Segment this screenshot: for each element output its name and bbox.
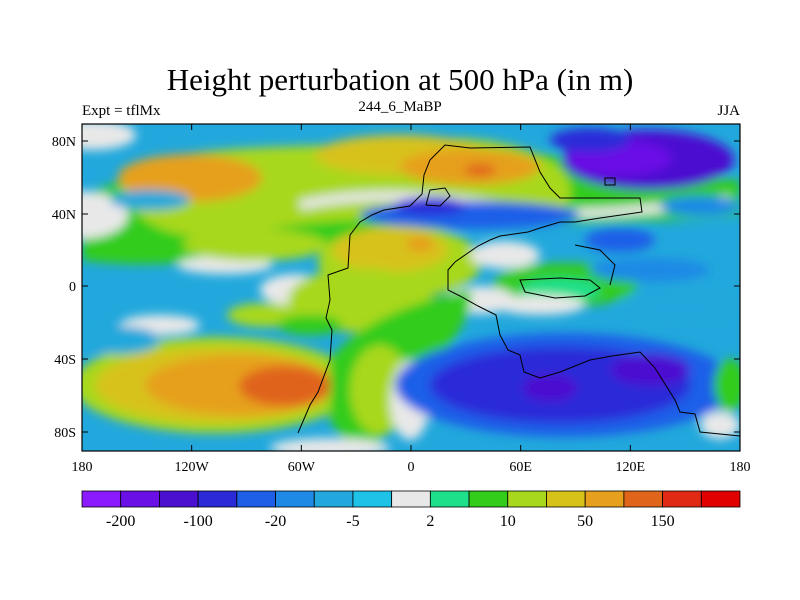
lat-tick-label: 80N [52, 135, 76, 150]
colorbar-swatch [313, 490, 354, 508]
colorbar: -200 -100 -20 -5 2 10 50 150 [81, 490, 741, 530]
longitude-axis: 180 120W 60W 0 60E 120E 180 [72, 124, 751, 475]
colorbar-label: 2 [426, 513, 434, 530]
colorbar-label: -20 [265, 513, 286, 530]
colorbar-label: -200 [106, 513, 135, 530]
latitude-axis: 80N 40N 0 40S 80S [52, 135, 740, 441]
colorbar-swatch [700, 490, 741, 508]
plot-title: Height perturbation at 500 hPa (in m) [166, 62, 634, 97]
colorbar-swatch [391, 490, 431, 508]
colorbar-label: 150 [651, 513, 675, 530]
colorbar-swatch [81, 490, 122, 508]
season-label: JJA [717, 103, 740, 119]
lon-tick-label: 180 [72, 460, 93, 475]
colorbar-label: -5 [346, 513, 359, 530]
lat-tick-label: 0 [69, 280, 76, 295]
colorbar-swatch [623, 490, 663, 508]
colorbar-swatch [468, 490, 509, 508]
lat-tick-label: 40N [52, 208, 76, 223]
colorbar-label: 10 [500, 513, 516, 530]
colorbar-swatch [275, 490, 315, 508]
lon-tick-label: 120W [175, 460, 210, 475]
colorbar-swatch [197, 490, 238, 508]
colorbar-swatch [662, 490, 702, 508]
lon-tick-label: 120E [616, 460, 646, 475]
colorbar-swatch [584, 490, 625, 508]
colorbar-label: 50 [577, 513, 593, 530]
colorbar-label: -100 [183, 513, 212, 530]
lon-tick-label: 60W [288, 460, 316, 475]
colorbar-swatch [546, 490, 586, 508]
colorbar-swatch [429, 490, 470, 508]
colorbar-swatch [159, 490, 199, 508]
height-field [82, 124, 740, 451]
case-label: 244_6_MaBP [358, 99, 442, 115]
colorbar-swatch [507, 490, 547, 508]
colorbar-swatch [120, 490, 160, 508]
lon-tick-label: 60E [509, 460, 532, 475]
coastline [297, 144, 741, 437]
lon-tick-label: 180 [730, 460, 751, 475]
lat-tick-label: 40S [54, 353, 76, 368]
lat-tick-label: 80S [54, 426, 76, 441]
lon-tick-label: 0 [408, 460, 415, 475]
colorbar-swatch [352, 490, 393, 508]
experiment-label: Expt = tflMx [82, 103, 161, 119]
colorbar-swatch [236, 490, 276, 508]
